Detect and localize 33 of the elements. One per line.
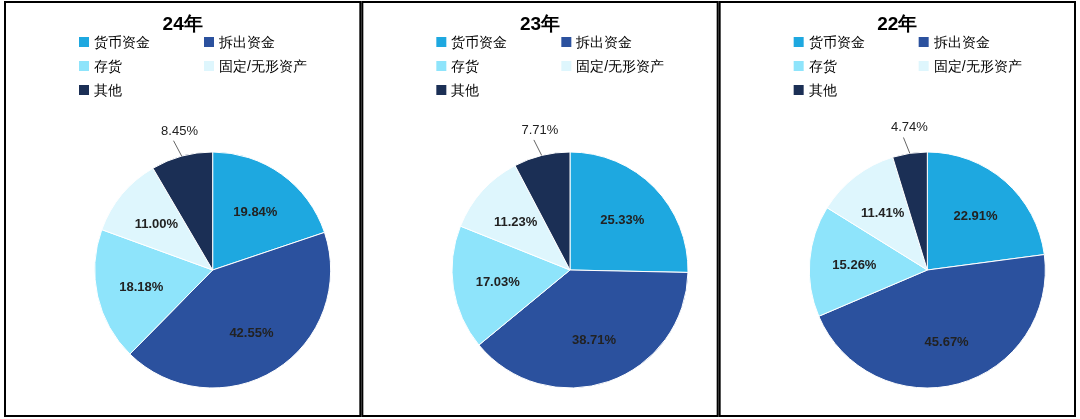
legend-label: 拆出资金	[218, 34, 275, 50]
legend-label: 拆出资金	[575, 34, 633, 50]
data-label: 18.18%	[119, 279, 164, 295]
legend-label: 其他	[451, 82, 480, 98]
legend-label: 存货	[451, 58, 480, 74]
data-label: 38.71%	[571, 332, 617, 348]
legend-label: 拆出资金	[932, 34, 990, 50]
chart-title: 24年	[162, 13, 203, 34]
legend-label: 固定/无形资产	[933, 58, 1022, 74]
data-label: 11.23%	[493, 214, 538, 230]
data-label: 11.00%	[134, 216, 179, 232]
chart-title: 23年	[519, 13, 561, 34]
legend-label: 固定/无形资产	[576, 58, 665, 74]
legend-label: 固定/无形资产	[219, 58, 307, 74]
chart-title: 22年	[877, 13, 918, 34]
legend-label: 货币资金	[94, 34, 150, 50]
data-label: 45.67%	[924, 333, 970, 349]
data-label: 17.03%	[475, 274, 521, 290]
legend-label: 货币资金	[808, 34, 865, 50]
legend-label: 其他	[808, 82, 837, 98]
data-label: 25.33%	[600, 211, 645, 227]
data-label: 22.91%	[953, 207, 999, 223]
data-label: 11.41%	[861, 205, 905, 221]
data-label: 7.71%	[521, 121, 559, 137]
data-label: 19.84%	[233, 203, 278, 219]
data-label: 8.45%	[161, 122, 199, 138]
legend-label: 存货	[808, 58, 837, 74]
legend-label: 货币资金	[451, 34, 508, 50]
legend-label: 其他	[94, 82, 122, 98]
data-label: 15.26%	[832, 257, 877, 273]
data-label: 42.55%	[229, 325, 274, 341]
data-label: 4.74%	[891, 119, 929, 135]
legend-label: 存货	[94, 58, 122, 74]
